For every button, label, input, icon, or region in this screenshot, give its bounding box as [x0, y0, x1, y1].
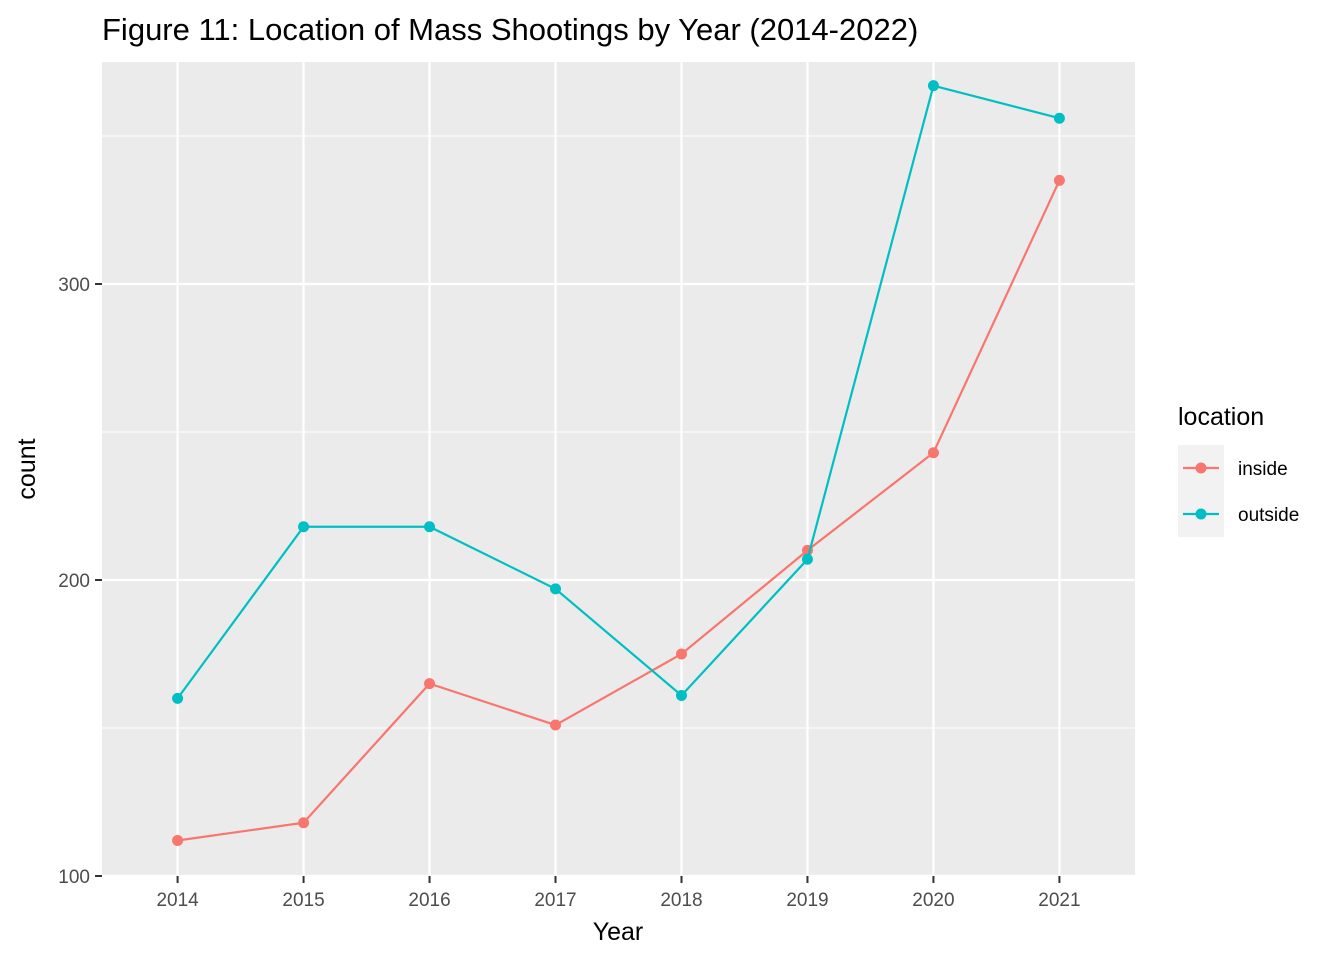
legend-label: outside	[1238, 505, 1299, 526]
series-layer	[172, 80, 1065, 846]
x-tick-label: 2014	[156, 890, 199, 911]
data-point-inside	[1053, 174, 1065, 186]
data-point-inside	[172, 834, 184, 846]
data-point-outside	[1053, 112, 1065, 124]
x-tick-label: 2016	[408, 890, 450, 911]
data-point-inside	[927, 447, 939, 459]
legend-label: inside	[1238, 459, 1288, 480]
y-axis-title: count	[13, 438, 41, 499]
x-tick-label: 2018	[660, 890, 702, 911]
x-tick-label: 2020	[912, 890, 954, 911]
data-point-inside	[675, 648, 687, 660]
data-point-outside	[424, 521, 436, 533]
x-axis-title: Year	[593, 918, 644, 946]
series-inside	[172, 174, 1065, 846]
legend: location inside outside	[1178, 403, 1299, 537]
y-axis: 100 200 300	[58, 275, 102, 888]
plot-panel	[102, 62, 1135, 876]
x-axis: 2014 2015 2016 2017 2018 2019 2020 2021	[156, 876, 1081, 911]
legend-item-inside: inside	[1178, 445, 1288, 491]
data-point-outside	[298, 521, 310, 533]
y-tick-label: 300	[58, 275, 90, 296]
data-point-outside	[550, 583, 562, 595]
series-line-inside	[177, 179, 1061, 842]
legend-item-outside: outside	[1178, 491, 1299, 537]
x-tick-label: 2021	[1038, 890, 1080, 911]
data-point-inside	[424, 678, 436, 690]
legend-key-point	[1195, 462, 1207, 474]
minor-gridlines	[102, 135, 1135, 729]
x-tick-label: 2015	[282, 890, 324, 911]
x-tick-label: 2017	[534, 890, 576, 911]
series-outside	[172, 80, 1065, 704]
data-point-outside	[801, 553, 813, 565]
major-gridlines	[102, 62, 1135, 878]
data-point-outside	[675, 689, 687, 701]
data-point-outside	[927, 80, 939, 92]
legend-key-point	[1195, 508, 1207, 520]
y-tick-label: 100	[58, 867, 90, 888]
legend-title: location	[1178, 403, 1264, 431]
data-point-inside	[550, 719, 562, 731]
series-line-outside	[176, 84, 1060, 700]
chart-title: Figure 11: Location of Mass Shootings by…	[102, 12, 918, 47]
y-tick-label: 200	[58, 571, 90, 592]
data-point-inside	[298, 817, 310, 829]
data-point-outside	[172, 692, 184, 704]
x-tick-label: 2019	[786, 890, 828, 911]
